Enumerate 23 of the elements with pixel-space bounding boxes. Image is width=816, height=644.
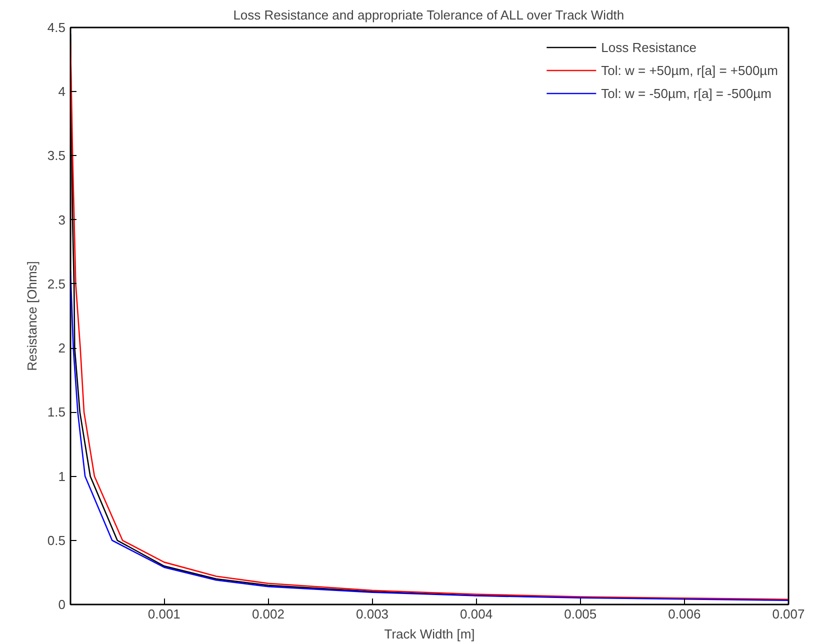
y-tick-label: 1.5	[47, 404, 66, 420]
legend-label: Tol: w = -50µm, r[a] = -500µm	[601, 86, 772, 100]
y-tick-label: 2	[58, 340, 66, 356]
x-tick-label: 0.002	[252, 606, 284, 622]
y-tick-label: 0.5	[47, 532, 66, 548]
x-tick-label: 0.004	[460, 606, 493, 622]
x-axis-title: Track Width [m]	[384, 626, 475, 642]
y-tick-label: 3.5	[47, 148, 66, 164]
y-tick-label: 1	[58, 468, 66, 484]
x-tick-label: 0.006	[668, 606, 701, 622]
chart-title: Loss Resistance and appropriate Tolerance of ALL over Track Width	[233, 8, 624, 22]
y-tick-label: 4.5	[47, 20, 66, 35]
x-tick-label: 0.007	[772, 606, 805, 622]
x-tick-label: 0.001	[148, 606, 180, 622]
y-tick-label: 3	[58, 212, 66, 228]
x-tick-label: 0.003	[356, 606, 389, 622]
y-tick-label: 2.5	[47, 276, 66, 292]
y-axis-title: Resistance [Ohms]	[24, 261, 40, 371]
y-tick-label: 4	[58, 84, 66, 100]
x-tick-label: 0.005	[564, 606, 597, 622]
legend-label: Loss Resistance	[601, 40, 697, 54]
legend-label: Tol: w = +50µm, r[a] = +500µm	[601, 62, 778, 78]
y-tick-label: 0	[58, 597, 66, 612]
